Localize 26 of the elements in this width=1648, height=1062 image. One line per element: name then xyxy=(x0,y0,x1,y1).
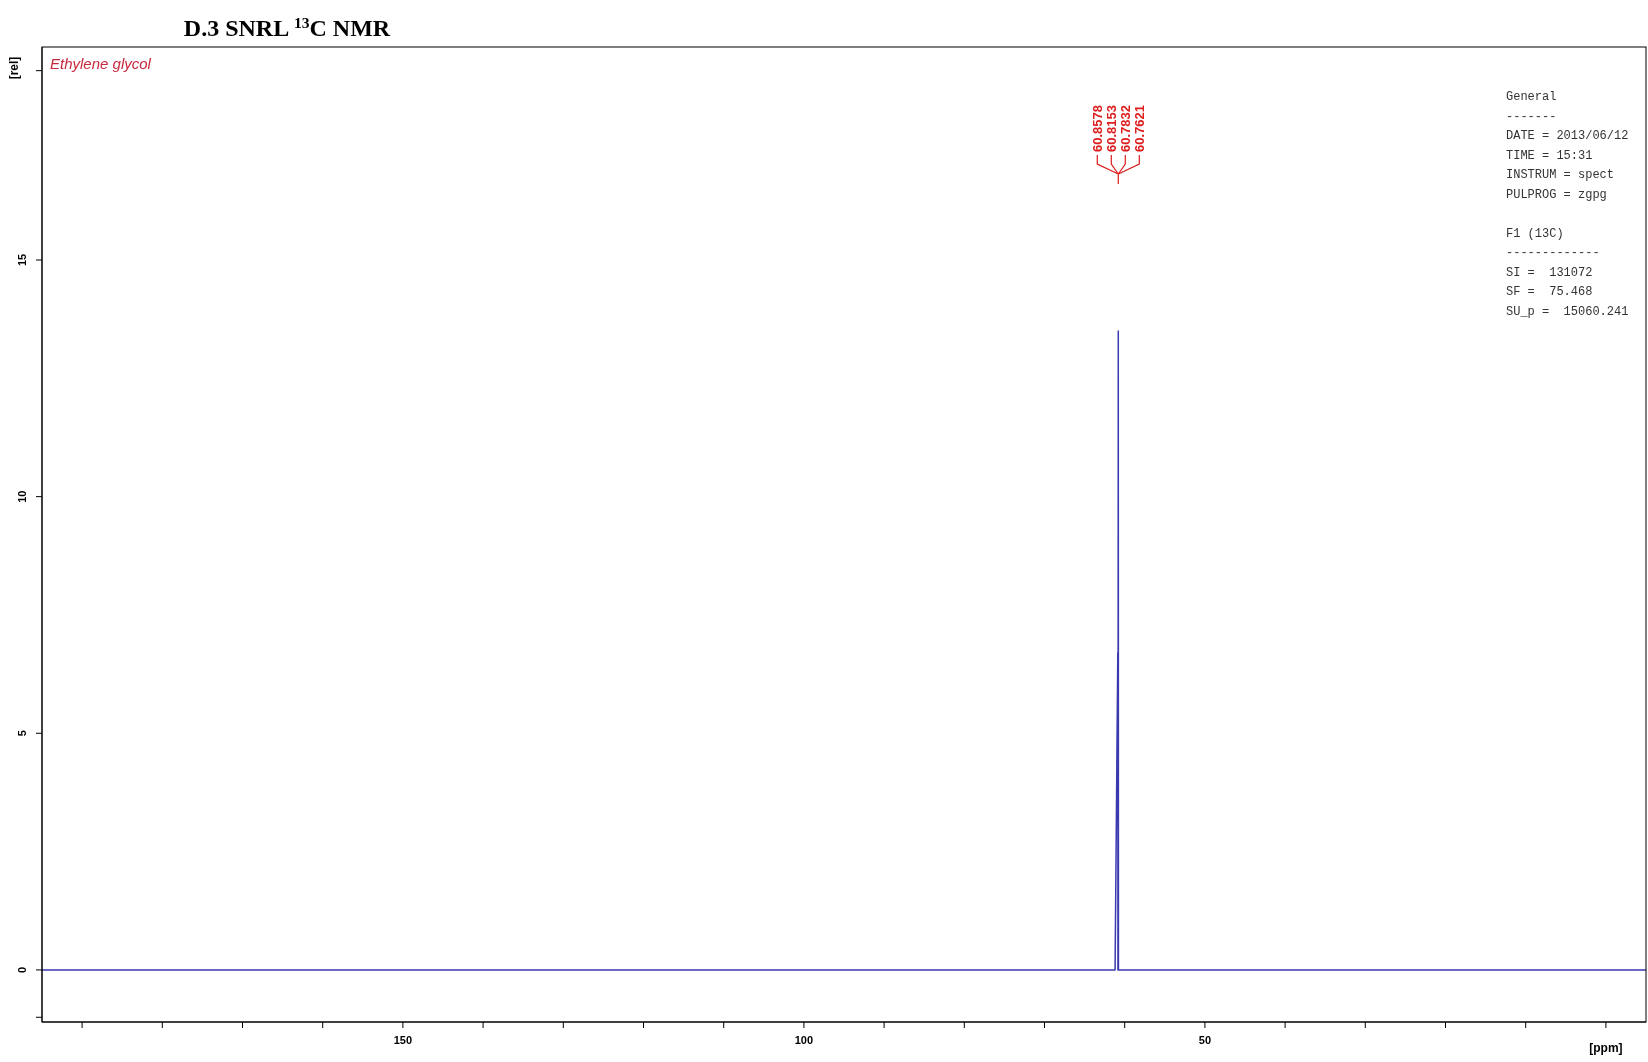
annotation: F1 (13C) xyxy=(1506,226,1564,241)
y-axis-title: [rel] xyxy=(7,56,21,80)
chart-title: D.3 SNRL $^{13}$C NMR xyxy=(183,13,391,41)
annotation: PULPROG = zgpg xyxy=(1506,187,1607,202)
annotation: ------- xyxy=(1506,109,1557,124)
annotation: TIME = 15:31 xyxy=(1506,148,1593,163)
y-tick-label: 10 xyxy=(16,490,28,503)
x-tick-label: 100 xyxy=(794,1034,814,1046)
annotation: 60.8153 xyxy=(1103,105,1119,152)
annotation: Ethylene glycol xyxy=(50,55,152,72)
x-axis-title: [ppm] xyxy=(1589,1041,1623,1055)
y-tick-label: 5 xyxy=(16,730,28,737)
annotation: ------------- xyxy=(1506,246,1600,260)
annotation: 60.7832 xyxy=(1117,105,1133,152)
annotation: DATE = 2013/06/12 xyxy=(1506,129,1629,143)
annotation: SU_p = 15060.241 xyxy=(1506,304,1629,319)
y-tick-label: 0 xyxy=(16,966,28,973)
annotation: SI = 131072 xyxy=(1506,265,1593,280)
annotation: 60.7621 xyxy=(1131,105,1147,152)
annotation: 60.8578 xyxy=(1089,105,1105,152)
x-tick-label: 150 xyxy=(393,1034,413,1046)
annotation: INSTRUM = spect xyxy=(1506,168,1615,182)
annotation: General xyxy=(1506,90,1557,104)
x-tick-label: 50 xyxy=(1198,1034,1212,1046)
y-tick-label: 15 xyxy=(16,253,28,267)
annotation: SF = 75.468 xyxy=(1506,285,1593,299)
